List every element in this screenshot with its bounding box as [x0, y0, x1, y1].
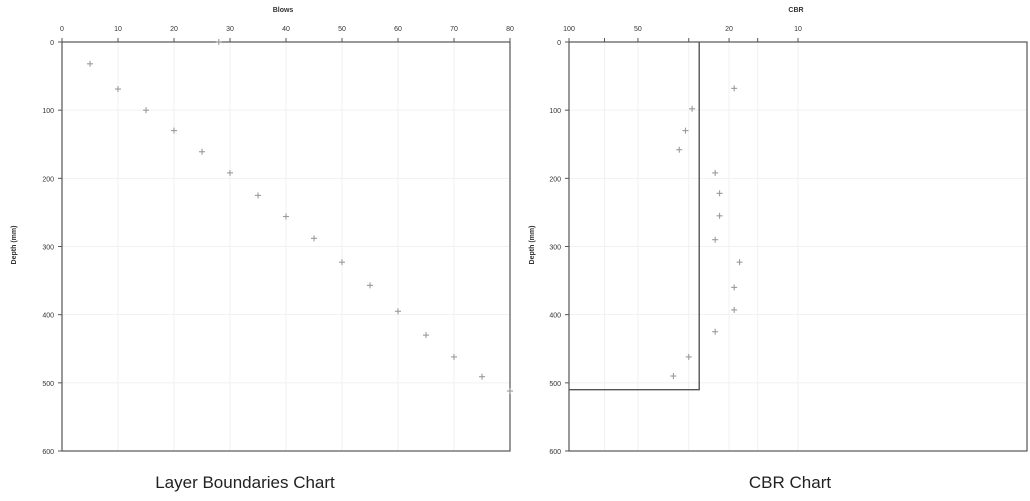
cbr-layer-boundary-line	[569, 42, 700, 391]
cbr-data-point	[676, 146, 683, 153]
layer-boundaries-y-tick-label: 200	[42, 176, 54, 183]
cbr-data-point	[716, 190, 723, 197]
layer-boundaries-data-point	[479, 373, 485, 380]
cbr-y-tick-label: 100	[549, 108, 561, 115]
layer-boundaries-x-tick-label: 50	[338, 26, 346, 33]
layer-boundaries-x-tick-label: 20	[170, 26, 178, 33]
cbr-y-tick-label: 0	[557, 40, 561, 47]
layer-boundaries-data-point	[171, 127, 177, 134]
layer-boundaries-x-tick-label: 70	[450, 26, 458, 33]
cbr-chart: CBR Depth (mm) CBR Chart 100 50 20 10010020…	[529, 7, 1028, 492]
layer-boundaries-y-tick-label: 400	[42, 313, 54, 320]
layer-boundaries-data-point	[339, 259, 345, 266]
layer-boundaries-data-point	[199, 148, 205, 155]
cbr-data-point	[682, 127, 689, 134]
cbr-data-point	[670, 373, 677, 380]
layer-boundaries-x-tick-label: 10	[114, 26, 122, 33]
layer-boundaries-x-tick-label: 0	[60, 26, 64, 33]
cbr-y-tick-label: 500	[549, 381, 561, 388]
layer-boundaries-x-tick-label: 40	[282, 26, 290, 33]
cbr-data-point	[716, 212, 723, 219]
layer-boundaries-y-axis-title: Depth (mm)	[11, 226, 18, 265]
layer-boundaries-data-point	[87, 60, 93, 67]
cbr-x-axis-title: CBR	[788, 7, 803, 14]
cbr-data-point	[731, 306, 738, 313]
layer-boundaries-data-point	[115, 86, 121, 93]
layer-boundaries-data-point	[143, 107, 149, 114]
layer-boundaries-data-point	[227, 169, 233, 176]
layer-boundaries-caption: Layer Boundaries Chart	[155, 473, 335, 492]
cbr-y-tick-label: 200	[549, 176, 561, 183]
layer-boundaries-data-point	[255, 192, 261, 199]
cbr-x-tick-label: 10	[794, 26, 802, 33]
cbr-x-tick-label: 20	[725, 26, 733, 33]
layer-boundaries-data-point	[283, 213, 289, 220]
cbr-x-tick-label: 50	[634, 26, 642, 33]
layer-boundaries-x-tick-label: 60	[394, 26, 402, 33]
cbr-data-point	[689, 105, 696, 112]
layer-boundaries-data-point	[423, 332, 429, 339]
cbr-data-point	[712, 169, 719, 176]
cbr-y-tick-label: 600	[549, 449, 561, 456]
cbr-data-point	[712, 236, 719, 243]
layer-boundaries-y-tick-label: 100	[42, 108, 54, 115]
layer-boundaries-y-tick-label: 0	[50, 40, 54, 47]
layer-boundaries-y-tick-label: 300	[42, 245, 54, 252]
cbr-y-tick-label: 300	[549, 245, 561, 252]
layer-boundaries-data-point	[215, 39, 222, 45]
layer-boundaries-data-point	[311, 235, 317, 242]
cbr-x-tick-label: 100	[563, 26, 575, 33]
layer-boundaries-y-tick-label: 600	[42, 449, 54, 456]
cbr-data-point	[731, 284, 738, 291]
cbr-data-point	[712, 328, 719, 335]
cbr-data-point	[736, 259, 743, 266]
layer-boundaries-data-point	[507, 388, 513, 395]
layer-boundaries-data-point	[395, 308, 401, 315]
layer-boundaries-y-tick-label: 500	[42, 381, 54, 388]
cbr-y-axis-title: Depth (mm)	[529, 226, 536, 265]
cbr-y-tick-label: 400	[549, 313, 561, 320]
layer-boundaries-x-tick-label: 80	[506, 26, 514, 33]
cbr-caption: CBR Chart	[749, 473, 831, 492]
cbr-data-point	[685, 353, 692, 360]
layer-boundaries-x-axis-title: Blows	[273, 7, 294, 14]
layer-boundaries-data-point	[367, 282, 373, 289]
layer-boundaries-chart: Blows Depth (mm) Layer Boundaries Chart …	[11, 7, 514, 492]
cbr-data-point	[731, 85, 738, 92]
layer-boundaries-x-tick-label: 30	[226, 26, 234, 33]
layer-boundaries-data-point	[451, 353, 457, 360]
